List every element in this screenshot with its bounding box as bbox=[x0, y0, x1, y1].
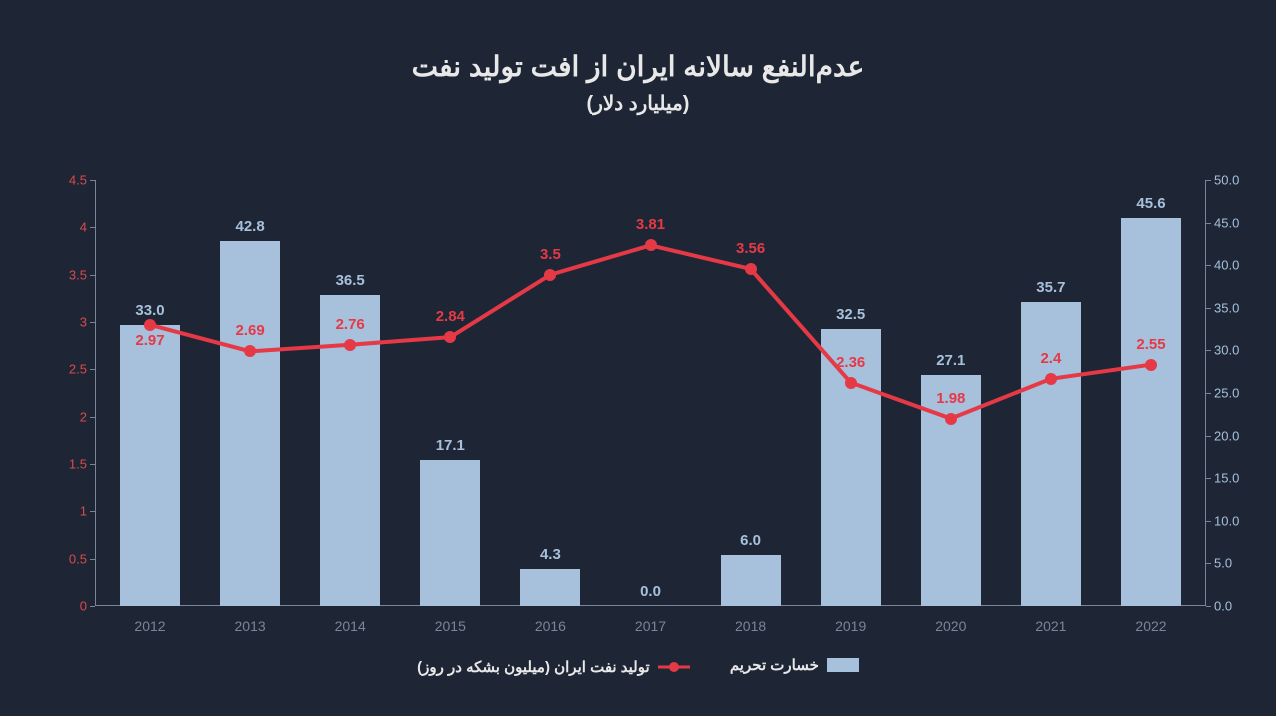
legend-item-bar: خسارت تحریم bbox=[730, 656, 859, 674]
left-axis-label: 4 bbox=[57, 220, 87, 235]
line-marker bbox=[845, 377, 857, 389]
line-marker bbox=[344, 339, 356, 351]
right-axis-label: 0.0 bbox=[1214, 599, 1248, 614]
right-tick bbox=[1206, 563, 1211, 564]
x-axis-label: 2016 bbox=[520, 618, 580, 634]
left-axis-label: 2.5 bbox=[57, 362, 87, 377]
right-axis-label: 30.0 bbox=[1214, 343, 1248, 358]
right-tick bbox=[1206, 180, 1211, 181]
x-axis-label: 2012 bbox=[120, 618, 180, 634]
right-axis-label: 20.0 bbox=[1214, 428, 1248, 443]
left-axis-label: 2 bbox=[57, 409, 87, 424]
x-axis-label: 2014 bbox=[320, 618, 380, 634]
line-marker bbox=[244, 345, 256, 357]
line-marker bbox=[645, 239, 657, 251]
line-value-label: 3.5 bbox=[525, 246, 575, 263]
line-value-label: 2.84 bbox=[425, 308, 475, 325]
right-axis-label: 50.0 bbox=[1214, 173, 1248, 188]
line-value-label: 3.56 bbox=[726, 240, 776, 257]
line-value-label: 1.98 bbox=[926, 390, 976, 407]
chart-container: عدم‌النفع سالانه ایران از افت تولید نفت … bbox=[0, 0, 1276, 716]
left-axis-label: 3.5 bbox=[57, 267, 87, 282]
x-axis-label: 2021 bbox=[1021, 618, 1081, 634]
right-tick bbox=[1206, 393, 1211, 394]
right-tick bbox=[1206, 223, 1211, 224]
chart-area: 00.511.522.533.544.50.05.010.015.020.025… bbox=[95, 180, 1206, 606]
line-value-label: 2.36 bbox=[826, 354, 876, 371]
right-tick bbox=[1206, 521, 1211, 522]
line-value-label: 2.97 bbox=[125, 332, 175, 349]
legend-bar-label: خسارت تحریم bbox=[730, 656, 819, 674]
left-axis-label: 0.5 bbox=[57, 551, 87, 566]
left-tick bbox=[90, 606, 95, 607]
right-axis-label: 35.0 bbox=[1214, 300, 1248, 315]
left-axis-label: 0 bbox=[57, 599, 87, 614]
line-path bbox=[150, 245, 1151, 418]
right-axis-label: 25.0 bbox=[1214, 386, 1248, 401]
line-marker bbox=[444, 331, 456, 343]
left-axis-label: 1.5 bbox=[57, 457, 87, 472]
right-tick bbox=[1206, 606, 1211, 607]
legend-swatch-bar bbox=[827, 658, 859, 672]
right-axis-label: 45.0 bbox=[1214, 215, 1248, 230]
right-tick bbox=[1206, 478, 1211, 479]
legend: خسارت تحریم تولید نفت ایران (میلیون بشکه… bbox=[0, 656, 1276, 676]
right-tick bbox=[1206, 350, 1211, 351]
line-value-label: 2.76 bbox=[325, 316, 375, 333]
legend-line-label: تولید نفت ایران (میلیون بشکه در روز) bbox=[417, 658, 650, 676]
x-axis-label: 2020 bbox=[921, 618, 981, 634]
chart-title: عدم‌النفع سالانه ایران از افت تولید نفت bbox=[0, 0, 1276, 83]
line-marker bbox=[1045, 373, 1057, 385]
line-marker bbox=[945, 413, 957, 425]
legend-swatch-line bbox=[658, 660, 690, 674]
left-axis-label: 4.5 bbox=[57, 173, 87, 188]
left-axis-label: 3 bbox=[57, 315, 87, 330]
right-tick bbox=[1206, 308, 1211, 309]
right-axis-label: 5.0 bbox=[1214, 556, 1248, 571]
line-marker bbox=[544, 269, 556, 281]
x-axis-label: 2015 bbox=[420, 618, 480, 634]
line-value-label: 2.69 bbox=[225, 322, 275, 339]
x-axis-label: 2022 bbox=[1121, 618, 1181, 634]
right-tick bbox=[1206, 265, 1211, 266]
right-tick bbox=[1206, 436, 1211, 437]
line-marker bbox=[1145, 359, 1157, 371]
x-axis-label: 2013 bbox=[220, 618, 280, 634]
legend-item-line: تولید نفت ایران (میلیون بشکه در روز) bbox=[417, 658, 690, 676]
x-axis-label: 2019 bbox=[821, 618, 881, 634]
line-value-label: 3.81 bbox=[626, 216, 676, 233]
x-axis-label: 2017 bbox=[621, 618, 681, 634]
plot: 00.511.522.533.544.50.05.010.015.020.025… bbox=[95, 180, 1206, 606]
x-axis-label: 2018 bbox=[721, 618, 781, 634]
right-axis-label: 15.0 bbox=[1214, 471, 1248, 486]
left-axis-label: 1 bbox=[57, 504, 87, 519]
right-axis-label: 10.0 bbox=[1214, 513, 1248, 528]
line-marker bbox=[144, 319, 156, 331]
line-value-label: 2.55 bbox=[1126, 336, 1176, 353]
chart-subtitle: (میلیارد دلار) bbox=[0, 83, 1276, 116]
line-marker bbox=[745, 263, 757, 275]
right-axis-label: 40.0 bbox=[1214, 258, 1248, 273]
line-value-label: 2.4 bbox=[1026, 350, 1076, 367]
